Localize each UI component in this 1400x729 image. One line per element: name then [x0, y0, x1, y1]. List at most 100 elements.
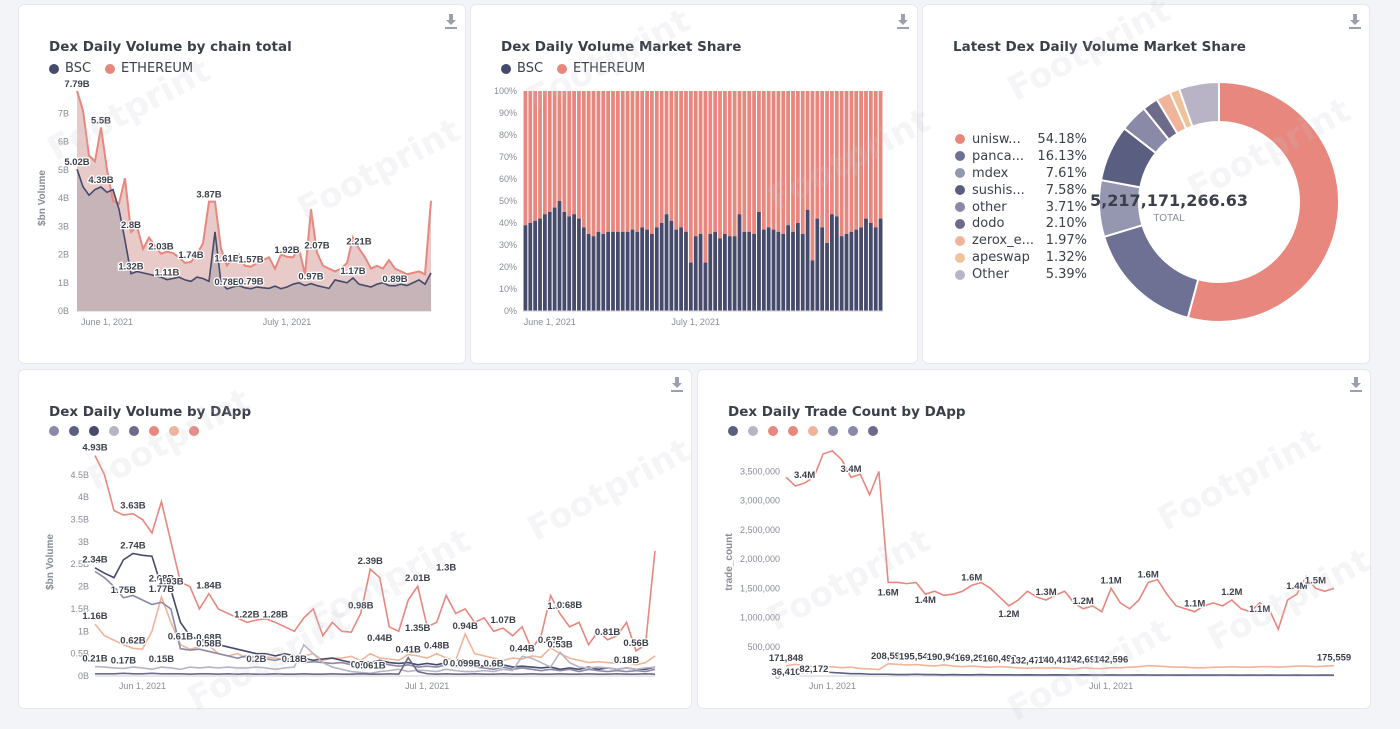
bar-ethereum	[834, 91, 839, 217]
chart-legend	[49, 426, 199, 436]
data-label: 5.02B	[64, 157, 89, 168]
legend-dot[interactable]	[728, 426, 738, 436]
data-label: 1.1M	[1101, 575, 1122, 586]
pie-legend-item[interactable]: panca... 16.13%	[955, 148, 1087, 165]
legend-percent: 7.58%	[1045, 182, 1087, 198]
legend-dot[interactable]	[129, 426, 139, 436]
legend-dot[interactable]	[868, 426, 878, 436]
data-label: 1.2M	[1221, 587, 1242, 598]
data-label: 0.62B	[120, 635, 145, 646]
data-label: 0.061B	[355, 660, 386, 671]
legend-dot[interactable]	[149, 426, 159, 436]
legend-dot[interactable]	[69, 426, 79, 436]
bar-ethereum	[611, 91, 615, 232]
y-tick-label: 1.5B	[70, 604, 89, 614]
download-icon[interactable]	[669, 376, 685, 394]
data-label: 2.42B	[82, 555, 107, 566]
legend-dot[interactable]	[189, 426, 199, 436]
bar-bsc	[640, 227, 645, 311]
legend-dot[interactable]	[89, 426, 99, 436]
bar-bsc	[523, 225, 528, 311]
bsc-area	[77, 169, 431, 311]
bar-bsc	[761, 229, 766, 311]
bar-ethereum	[873, 91, 878, 228]
legend-item-ethereum[interactable]: ETHEREUM	[105, 61, 193, 76]
chart-legend: BSC ETHEREUM	[501, 61, 645, 76]
bar-bsc	[737, 214, 742, 311]
pie-legend-item[interactable]: other 3.71%	[955, 199, 1087, 216]
legend-item-bsc[interactable]: BSC	[501, 61, 543, 76]
download-icon[interactable]	[1347, 13, 1363, 31]
data-label: 3.4M	[794, 470, 815, 481]
legend-dot[interactable]	[848, 426, 858, 436]
bar-bsc	[538, 218, 542, 311]
pie-legend-item[interactable]: mdex 7.61%	[955, 165, 1087, 182]
pie-legend-item[interactable]: zerox_e... 1.97%	[955, 232, 1087, 249]
data-label: 1.6M	[878, 587, 899, 598]
pie-legend-item[interactable]: Other 5.39%	[955, 266, 1087, 283]
legend-dot	[501, 63, 511, 74]
series-line-2	[785, 670, 1335, 676]
legend-dot[interactable]	[788, 426, 798, 436]
data-label: 0.18B	[614, 655, 639, 666]
bar-bsc	[620, 231, 625, 311]
bsc-line	[76, 168, 432, 290]
chart-card-market-share: Dex Daily Volume Market Share BSC ETHERE…	[470, 4, 918, 364]
bar-bsc	[679, 227, 684, 311]
card-title: Dex Daily Volume Market Share	[501, 39, 742, 55]
bar-bsc	[650, 234, 654, 311]
bar-ethereum	[650, 91, 654, 234]
x-tick-label: Jun 1, 2021	[809, 681, 856, 691]
legend-dot[interactable]	[49, 426, 59, 436]
pie-legend-item[interactable]: dodo 2.10%	[955, 215, 1087, 232]
data-label: 3.4M	[840, 464, 861, 475]
bar-ethereum	[766, 91, 771, 228]
bar-bsc	[596, 231, 601, 311]
bar-bsc	[606, 231, 611, 311]
pie-legend-item[interactable]: sushis... 7.58%	[955, 182, 1087, 199]
legend-dot[interactable]	[748, 426, 758, 436]
bar-bsc	[567, 216, 572, 311]
x-tick-label: June 1, 2021	[81, 317, 133, 327]
y-tick-label: 40%	[499, 218, 517, 228]
download-icon[interactable]	[1348, 376, 1364, 394]
bar-ethereum	[791, 91, 795, 232]
legend-item-ethereum[interactable]: ETHEREUM	[557, 61, 645, 76]
ethereum-area	[77, 90, 431, 312]
bar-bsc	[528, 223, 533, 311]
y-tick-label: 2,500,000	[740, 525, 780, 535]
donut-total-label: TOTAL	[1153, 213, 1185, 224]
bar-ethereum	[800, 91, 805, 234]
x-tick-label: July 1, 2021	[263, 317, 312, 327]
legend-dot	[955, 252, 965, 263]
legend-item-bsc[interactable]: BSC	[49, 61, 91, 76]
bar-bsc	[859, 227, 864, 311]
bar-ethereum	[538, 91, 542, 219]
bar-ethereum	[674, 91, 679, 230]
data-label: 3.63B	[120, 501, 145, 512]
data-label: 0.68B	[196, 633, 221, 644]
y-tick-label: 3.5B	[70, 515, 89, 525]
legend-dot[interactable]	[808, 426, 818, 436]
legend-dot[interactable]	[109, 426, 119, 436]
bar-bsc	[591, 236, 596, 311]
legend-percent: 1.32%	[1045, 250, 1087, 266]
data-label: 0.63B	[538, 635, 563, 646]
download-icon[interactable]	[895, 13, 911, 31]
y-tick-label: 1B	[58, 278, 69, 288]
pie-legend-item[interactable]: unisw... 54.18%	[955, 131, 1087, 148]
bar-bsc	[722, 234, 727, 311]
bar-ethereum	[645, 91, 649, 230]
bar-bsc	[834, 216, 839, 311]
download-icon[interactable]	[443, 13, 459, 31]
data-label: 1.75B	[111, 585, 136, 596]
legend-percent: 2.10%	[1045, 216, 1087, 232]
legend-dot[interactable]	[828, 426, 838, 436]
legend-dot[interactable]	[169, 426, 179, 436]
pie-legend-item[interactable]: apeswap 1.32%	[955, 249, 1087, 266]
bar-ethereum	[552, 91, 557, 208]
bar-ethereum	[625, 91, 630, 232]
data-label: 0.79B	[238, 277, 263, 288]
legend-dot	[955, 202, 965, 212]
legend-dot[interactable]	[768, 426, 778, 436]
